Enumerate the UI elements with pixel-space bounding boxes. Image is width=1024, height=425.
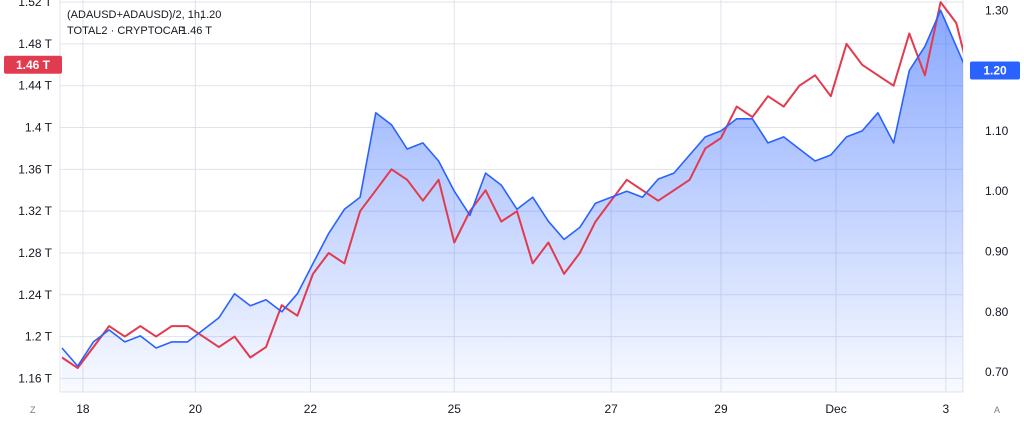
right-tick-label: 1.00 (985, 184, 1009, 198)
x-tick-label: 22 (304, 402, 318, 416)
corner-label-right[interactable]: A (994, 405, 1000, 415)
last-value-badge-right (970, 61, 1020, 80)
right-tick-label: 0.90 (985, 244, 1009, 258)
series-end-dot-total2 (964, 62, 969, 67)
series-line-ada (61, 9, 963, 367)
last-value-badge-left (4, 55, 62, 74)
left-tick-label: 1.28 T (18, 246, 52, 260)
legend-value-ada: 1.20 (200, 9, 221, 21)
last-value-text-left: 1.46 T (16, 58, 51, 72)
x-axis: 18 20 22 25 27 29 Dec 3 (76, 402, 949, 416)
left-tick-label: 1.32 T (18, 204, 52, 218)
legend-value-total2: 1.46 T (181, 25, 212, 37)
plot-area (61, 1, 969, 392)
left-tick-label: 1.16 T (18, 371, 52, 385)
left-tick-label: 1.2 T (25, 330, 53, 344)
left-tick-label: 1.4 T (25, 121, 53, 135)
x-tick-label: 3 (943, 402, 950, 416)
x-tick-label: 25 (448, 402, 462, 416)
left-tick-label: 1.24 T (18, 288, 52, 302)
series-line-total2 (61, 1, 963, 369)
right-tick-label: 1.10 (985, 124, 1009, 138)
right-tick-label: 0.80 (985, 305, 1009, 319)
right-tick-label: 0.70 (985, 365, 1009, 379)
left-axis: 1.52 T 1.48 T 1.44 T 1.4 T 1.36 T 1.32 T 1.28 … (4, 0, 62, 385)
left-tick-label: 1.48 T (18, 37, 52, 51)
x-tick-label: 20 (189, 402, 203, 416)
x-tick-label: Dec (825, 402, 846, 416)
left-tick-label: 1.36 T (18, 162, 52, 176)
corner-label-left[interactable]: Z (30, 405, 36, 415)
legend-label-ada: (ADAUSD+ADAUSD)/2, 1h, (67, 9, 203, 21)
series-end-dot-ada (964, 68, 969, 73)
x-tick-label: 29 (714, 402, 728, 416)
x-tick-label: 27 (604, 402, 618, 416)
right-axis: 1.301.201.101.000.900.800.701.20 (970, 3, 1020, 379)
left-tick-label: 1.52 T (18, 0, 52, 9)
legend-label-total2: TOTAL2 · CRYPTOCAP (67, 25, 185, 37)
last-value-text-right: 1.20 (983, 64, 1007, 78)
right-tick-label: 1.30 (985, 3, 1009, 17)
series-area-ada (62, 10, 963, 392)
x-tick-label: 18 (76, 402, 90, 416)
legend: (ADAUSD+ADAUSD)/2, 1h, 1.20 TOTAL2 · CRY… (67, 9, 221, 37)
left-tick-label: 1.44 T (18, 79, 52, 93)
